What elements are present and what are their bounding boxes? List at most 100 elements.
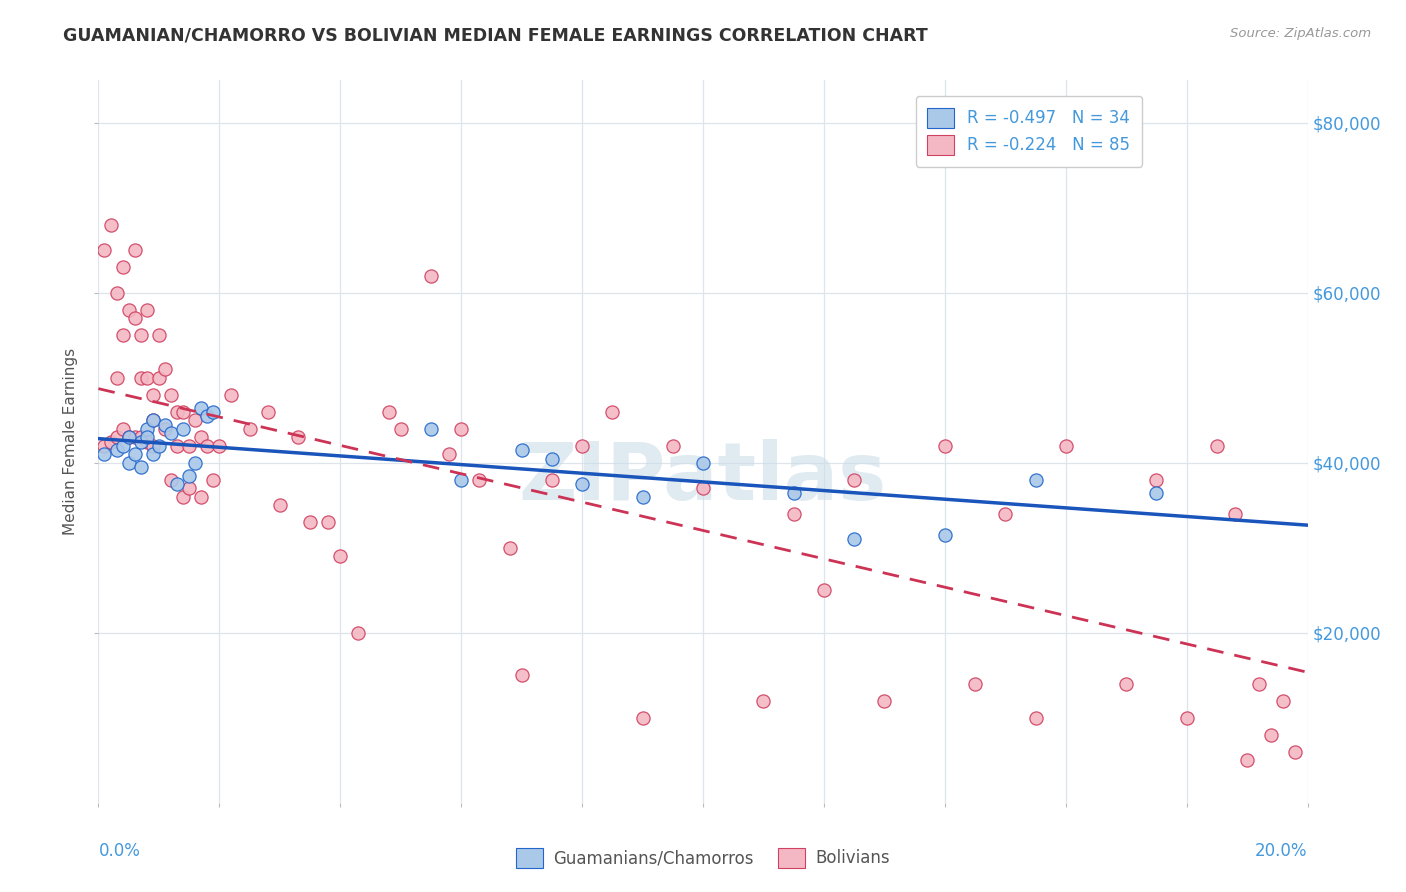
Point	[118, 456, 141, 470]
Point	[142, 413, 165, 427]
Point	[105, 371, 128, 385]
Point	[166, 405, 188, 419]
Point	[420, 268, 443, 283]
Point	[166, 477, 188, 491]
Point	[142, 447, 165, 461]
Point	[202, 405, 225, 419]
Text: 20.0%: 20.0%	[1256, 842, 1308, 860]
Point	[752, 694, 775, 708]
Point	[179, 481, 201, 495]
Text: Source: ZipAtlas.com: Source: ZipAtlas.com	[1230, 27, 1371, 40]
Point	[1175, 711, 1198, 725]
Point	[93, 244, 115, 258]
Point	[190, 401, 212, 415]
Point	[873, 694, 896, 708]
Point	[129, 371, 152, 385]
Text: ZIPatlas: ZIPatlas	[519, 439, 887, 516]
Point	[184, 413, 207, 427]
Point	[844, 473, 866, 487]
Point	[135, 422, 157, 436]
Point	[450, 422, 472, 436]
Point	[1206, 439, 1229, 453]
Y-axis label: Median Female Earnings: Median Female Earnings	[63, 348, 79, 535]
Point	[844, 533, 866, 547]
Point	[184, 456, 207, 470]
Point	[631, 711, 654, 725]
Point	[377, 405, 399, 419]
Point	[105, 285, 128, 300]
Point	[389, 422, 412, 436]
Point	[142, 388, 165, 402]
Point	[208, 439, 231, 453]
Point	[468, 473, 491, 487]
Point	[1054, 439, 1077, 453]
Point	[692, 481, 714, 495]
Point	[153, 362, 176, 376]
Point	[124, 430, 146, 444]
Point	[202, 473, 225, 487]
Point	[256, 405, 278, 419]
Point	[153, 422, 176, 436]
Point	[540, 473, 562, 487]
Point	[329, 549, 352, 564]
Point	[221, 388, 243, 402]
Point	[129, 328, 152, 343]
Point	[510, 668, 533, 682]
Point	[347, 625, 370, 640]
Point	[1144, 485, 1167, 500]
Point	[1272, 694, 1295, 708]
Point	[142, 413, 165, 427]
Point	[100, 218, 122, 232]
Point	[179, 468, 201, 483]
Point	[111, 439, 134, 453]
Point	[93, 439, 115, 453]
Point	[190, 490, 212, 504]
Point	[118, 430, 141, 444]
Point	[195, 439, 218, 453]
Point	[420, 422, 443, 436]
Point	[316, 516, 339, 530]
Point	[437, 447, 460, 461]
Point	[124, 244, 146, 258]
Point	[287, 430, 309, 444]
Point	[934, 439, 956, 453]
Point	[783, 507, 806, 521]
Point	[148, 371, 170, 385]
Point	[160, 473, 183, 487]
Point	[965, 677, 987, 691]
Point	[142, 439, 165, 453]
Text: GUAMANIAN/CHAMORRO VS BOLIVIAN MEDIAN FEMALE EARNINGS CORRELATION CHART: GUAMANIAN/CHAMORRO VS BOLIVIAN MEDIAN FE…	[63, 27, 928, 45]
Point	[135, 430, 157, 444]
Point	[195, 409, 218, 423]
Point	[813, 583, 835, 598]
Point	[661, 439, 683, 453]
Point	[1260, 728, 1282, 742]
Point	[450, 473, 472, 487]
Point	[1115, 677, 1137, 691]
Point	[1144, 473, 1167, 487]
Point	[111, 260, 134, 275]
Point	[172, 405, 194, 419]
Point	[571, 439, 593, 453]
Point	[129, 430, 152, 444]
Point	[124, 311, 146, 326]
Text: 0.0%: 0.0%	[98, 842, 141, 860]
Point	[571, 477, 593, 491]
Point	[166, 439, 188, 453]
Point	[269, 498, 291, 512]
Point	[118, 302, 141, 317]
Point	[129, 434, 152, 449]
Point	[148, 328, 170, 343]
Point	[118, 430, 141, 444]
Point	[172, 422, 194, 436]
Point	[172, 490, 194, 504]
Point	[1284, 745, 1306, 759]
Point	[135, 434, 157, 449]
Point	[105, 430, 128, 444]
Legend: R = -0.497   N = 34, R = -0.224   N = 85: R = -0.497 N = 34, R = -0.224 N = 85	[915, 95, 1142, 167]
Point	[135, 302, 157, 317]
Point	[239, 422, 262, 436]
Point	[631, 490, 654, 504]
Point	[124, 447, 146, 461]
Point	[153, 417, 176, 432]
